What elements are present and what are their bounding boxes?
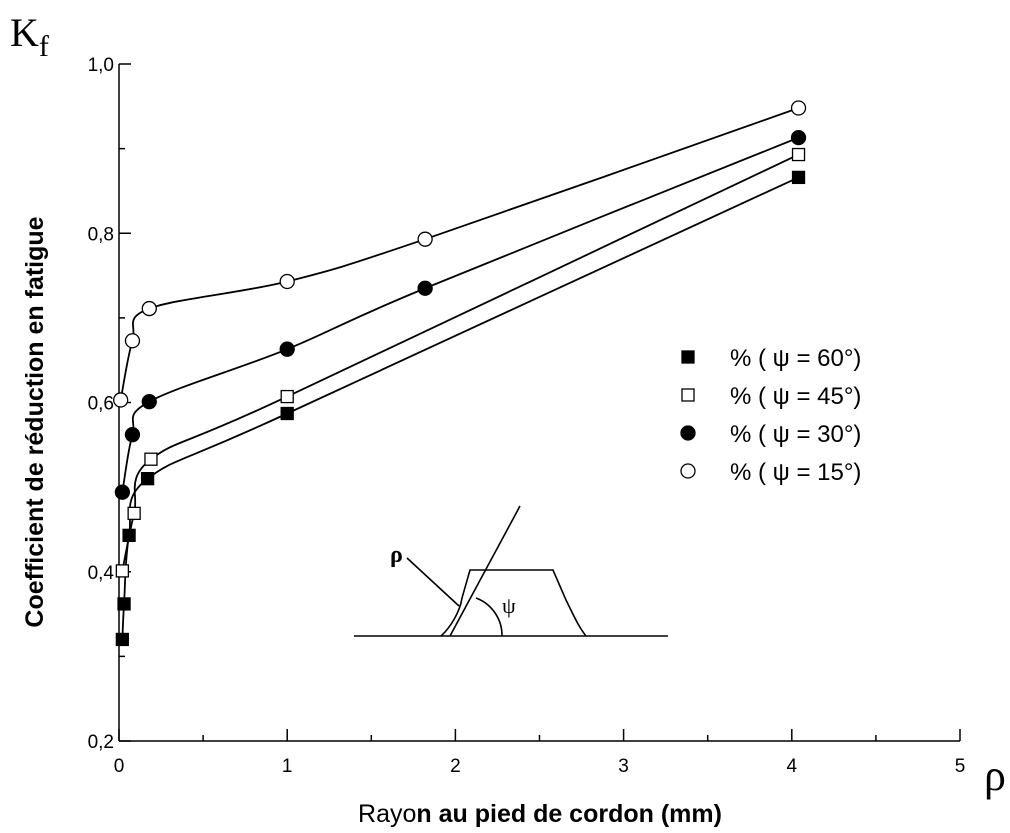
legend-label-3: % ( ψ = 15°) — [730, 459, 861, 486]
x-tick-label: 0 — [114, 756, 125, 777]
inset-pointer-line — [406, 557, 460, 607]
data-point-series-3 — [124, 333, 141, 349]
legend-marker-1 — [681, 388, 695, 402]
y-axis-label: Coefficient de réduction en fatigue — [21, 216, 49, 627]
legend-label-0: % ( ψ = 60°) — [730, 345, 861, 372]
inset-angle-arc — [475, 597, 503, 637]
legend-label-2: % ( ψ = 30°) — [730, 421, 861, 448]
x-axis-label-main: n au pied de cordon (mm) — [416, 800, 722, 828]
fitted-curves — [119, 107, 799, 640]
data-point-series-3 — [417, 231, 433, 247]
inset-tangent-line — [449, 505, 521, 637]
legend-marker-3 — [680, 463, 696, 479]
data-point-series-0 — [117, 597, 131, 611]
weld-inset-diagram — [354, 505, 668, 637]
data-point-series-1 — [280, 389, 294, 404]
x-tick-label: 2 — [450, 756, 461, 777]
x-tick-label: 3 — [618, 756, 629, 777]
data-point-series-3 — [790, 100, 807, 116]
data-point-series-0 — [140, 472, 155, 486]
y-tick-label: 1,0 — [88, 55, 114, 76]
x-axis-label-prefix: Rayo — [358, 800, 416, 828]
data-point-series-1 — [144, 452, 158, 466]
data-point-series-0 — [122, 528, 136, 543]
series-line-3 — [119, 107, 799, 401]
legend: % ( ψ = 60°) % ( ψ = 45°) % ( ψ = 30°) % ( … — [680, 345, 861, 486]
x-tick-label: 5 — [955, 756, 966, 777]
y-axis-symbol-main: K — [10, 10, 39, 55]
inset-angle-label: ψ — [502, 593, 516, 618]
x-tick-label: 1 — [282, 756, 293, 777]
x-axis-label: Rayon au pied de cordon (mm) — [358, 800, 722, 828]
data-point-series-2 — [417, 280, 433, 296]
x-axis-symbol: ρ — [984, 751, 1006, 800]
inset-radius-label: ρ — [390, 542, 403, 568]
tick-labels: 0 1 2 3 4 5 0,2 0,4 0,6 0,8 1,0 — [88, 55, 966, 777]
data-point-series-2 — [279, 341, 295, 357]
inset-weld-profile — [440, 569, 587, 637]
x-tick-label: 4 — [787, 756, 798, 777]
y-axis-symbol: Kf — [10, 10, 49, 63]
data-point-series-1 — [791, 147, 806, 162]
data-markers — [113, 100, 807, 647]
data-point-series-2 — [141, 394, 157, 410]
y-tick-label: 0,8 — [88, 224, 114, 245]
y-tick-label: 0,2 — [88, 732, 114, 753]
y-axis-symbol-sub: f — [39, 30, 49, 63]
data-point-series-3 — [141, 300, 157, 317]
data-point-series-1 — [115, 564, 130, 578]
data-point-series-1 — [127, 506, 141, 521]
y-tick-label: 0,6 — [88, 394, 114, 415]
data-point-series-2 — [124, 427, 141, 443]
data-point-series-0 — [280, 406, 294, 421]
legend-marker-0 — [681, 350, 695, 364]
data-point-series-0 — [791, 170, 806, 185]
y-tick-label: 0,4 — [88, 563, 115, 584]
data-point-series-2 — [790, 129, 807, 146]
legend-marker-2 — [680, 425, 696, 441]
data-point-series-3 — [113, 392, 129, 408]
series-line-0 — [121, 176, 799, 640]
data-point-series-2 — [114, 484, 131, 500]
series-line-1 — [121, 153, 799, 572]
data-point-series-0 — [115, 632, 130, 647]
legend-label-1: % ( ψ = 45°) — [730, 383, 861, 410]
data-point-series-3 — [279, 273, 295, 290]
